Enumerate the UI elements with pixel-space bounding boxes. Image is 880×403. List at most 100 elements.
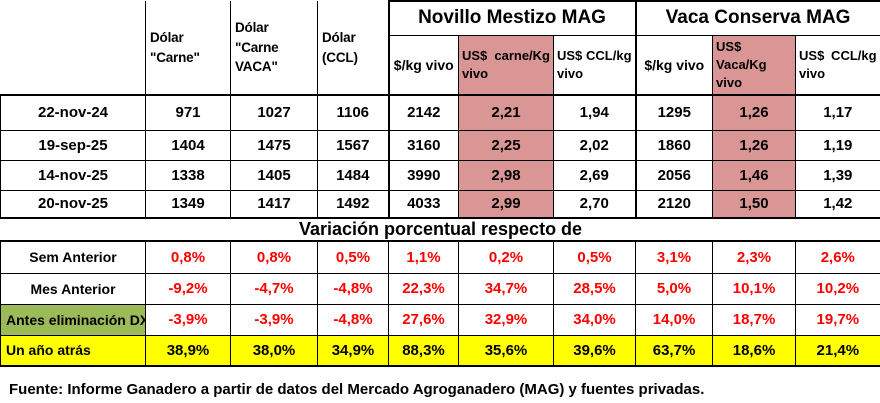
pct-cell: 27,6% bbox=[388, 303, 459, 336]
pct-cell: 0,5% bbox=[317, 240, 389, 274]
pct-cell: 5,0% bbox=[635, 272, 714, 305]
row-label-date: 22-nov-24 bbox=[0, 94, 146, 131]
pct-cell: 34,7% bbox=[458, 272, 554, 305]
table-row: Sem Anterior 0,8% 0,8% 0,5% 1,1% 0,2% 0,… bbox=[0, 240, 880, 274]
data-cell: 1484 bbox=[317, 159, 389, 191]
pct-cell: -9,2% bbox=[145, 272, 231, 305]
data-cell: 1295 bbox=[634, 94, 714, 131]
table-row: Antes eliminación DX -3,9% -3,9% -4,8% 2… bbox=[0, 303, 880, 336]
data-cell: 3990 bbox=[387, 159, 459, 191]
pct-cell: 19,7% bbox=[795, 303, 880, 336]
data-cell: 1,17 bbox=[795, 94, 880, 131]
row-label-date: 19-sep-25 bbox=[0, 129, 146, 161]
data-cell: 1349 bbox=[145, 189, 231, 220]
row-label-antes-eliminacion-dx: Antes eliminación DX bbox=[0, 303, 146, 336]
pct-cell: 18,7% bbox=[712, 303, 797, 336]
data-cell: 1,26 bbox=[712, 94, 797, 131]
pct-cell: 0,2% bbox=[458, 240, 554, 274]
data-cell: 2,02 bbox=[552, 129, 637, 161]
data-cell: 2056 bbox=[634, 159, 714, 191]
table-row: 20-nov-25 1349 1417 1492 4033 2,99 2,70 … bbox=[0, 189, 880, 220]
subcol-novillo-usd-carne: US$ carne/Kg vivo bbox=[458, 34, 554, 97]
table-row: Mes Anterior -9,2% -4,7% -4,8% 22,3% 34,… bbox=[0, 272, 880, 305]
data-cell: 1027 bbox=[230, 94, 318, 131]
data-cell: 1,94 bbox=[552, 94, 637, 131]
data-cell: 4033 bbox=[387, 189, 459, 220]
pct-cell: 2,3% bbox=[712, 240, 797, 274]
data-cell: 1860 bbox=[634, 129, 714, 161]
pct-cell: 0,5% bbox=[552, 240, 637, 274]
subcol-novillo-usd-ccl: US$ CCL/kg vivo bbox=[552, 34, 637, 97]
pct-cell: 38,9% bbox=[145, 334, 231, 368]
pct-cell: 63,7% bbox=[635, 334, 714, 368]
data-cell: 1,50 bbox=[712, 189, 797, 220]
col-header-dolar-carne-vaca: Dólar "Carne VACA" bbox=[230, 1, 318, 97]
subcol-vaca-pesos-kg: $/kg vivo bbox=[634, 34, 714, 97]
pct-cell: 2,6% bbox=[795, 240, 880, 274]
pct-cell: -3,9% bbox=[230, 303, 318, 336]
pct-cell: 1,1% bbox=[388, 240, 459, 274]
pct-cell: 10,1% bbox=[712, 272, 797, 305]
row-label-mes-anterior: Mes Anterior bbox=[0, 272, 146, 305]
data-cell: 2,99 bbox=[458, 189, 554, 220]
data-cell: 1106 bbox=[317, 94, 389, 131]
table-row: 19-sep-25 1404 1475 1567 3160 2,25 2,02 … bbox=[0, 129, 880, 161]
pct-cell: 32,9% bbox=[458, 303, 554, 336]
data-cell: 2,98 bbox=[458, 159, 554, 191]
subcol-vaca-usd-ccl: US$ CCL/kg vivo bbox=[795, 34, 880, 97]
row-label-sem-anterior: Sem Anterior bbox=[0, 240, 146, 274]
data-cell: 971 bbox=[145, 94, 231, 131]
group-header-vaca: Vaca Conserva MAG bbox=[634, 0, 880, 36]
pct-cell: 0,8% bbox=[145, 240, 231, 274]
price-table: Dólar "Carne" Dólar "Carne VACA" Dólar (… bbox=[0, 0, 880, 368]
data-cell: 1,26 bbox=[712, 129, 797, 161]
pct-cell: 3,1% bbox=[635, 240, 714, 274]
data-cell: 1404 bbox=[145, 129, 231, 161]
data-cell: 1,46 bbox=[712, 159, 797, 191]
pct-cell: -4,7% bbox=[230, 272, 318, 305]
pct-cell: -3,9% bbox=[145, 303, 231, 336]
data-cell: 1567 bbox=[317, 129, 389, 161]
pct-cell: 10,2% bbox=[795, 272, 880, 305]
data-cell: 3160 bbox=[387, 129, 459, 161]
source-note: Fuente: Informe Ganadero a partir de dat… bbox=[9, 381, 705, 399]
data-cell: 2,69 bbox=[552, 159, 637, 191]
pct-cell: 14,0% bbox=[635, 303, 714, 336]
data-cell: 2142 bbox=[387, 94, 459, 131]
pct-cell: 34,0% bbox=[552, 303, 637, 336]
pct-cell: 0,8% bbox=[230, 240, 318, 274]
table-row: Un año atrás 38,9% 38,0% 34,9% 88,3% 35,… bbox=[0, 334, 880, 368]
data-cell: 1,19 bbox=[795, 129, 880, 161]
pct-cell: -4,8% bbox=[317, 272, 389, 305]
data-cell: 2120 bbox=[634, 189, 714, 220]
col-header-dolar-ccl: Dólar (CCL) bbox=[317, 1, 389, 97]
col-header-dolar-carne: Dólar "Carne" bbox=[145, 1, 231, 97]
data-cell: 1,42 bbox=[795, 189, 880, 220]
pct-cell: -4,8% bbox=[317, 303, 389, 336]
data-cell: 1475 bbox=[230, 129, 318, 161]
data-cell: 1,39 bbox=[795, 159, 880, 191]
data-cell: 2,25 bbox=[458, 129, 554, 161]
pct-cell: 88,3% bbox=[388, 334, 459, 368]
table-row: 22-nov-24 971 1027 1106 2142 2,21 1,94 1… bbox=[0, 94, 880, 131]
pct-cell: 34,9% bbox=[317, 334, 389, 368]
table-row: 14-nov-25 1338 1405 1484 3990 2,98 2,69 … bbox=[0, 159, 880, 191]
data-cell: 1492 bbox=[317, 189, 389, 220]
row-label-date: 14-nov-25 bbox=[0, 159, 146, 191]
pct-cell: 35,6% bbox=[458, 334, 554, 368]
row-label-date: 20-nov-25 bbox=[0, 189, 146, 220]
pct-cell: 22,3% bbox=[388, 272, 459, 305]
row-label-un-ano-atras: Un año atrás bbox=[0, 334, 146, 368]
data-cell: 1417 bbox=[230, 189, 318, 220]
subcol-novillo-pesos-kg: $/kg vivo bbox=[387, 34, 459, 97]
data-cell: 2,21 bbox=[458, 94, 554, 131]
data-cell: 1338 bbox=[145, 159, 231, 191]
pct-cell: 38,0% bbox=[230, 334, 318, 368]
data-cell: 2,70 bbox=[552, 189, 637, 220]
pct-cell: 18,6% bbox=[712, 334, 797, 368]
data-cell: 1405 bbox=[230, 159, 318, 191]
corner-cell bbox=[0, 1, 146, 97]
section-title-variacion: Variación porcentual respecto de bbox=[298, 219, 583, 240]
pct-cell: 39,6% bbox=[552, 334, 637, 368]
pct-cell: 21,4% bbox=[795, 334, 880, 368]
